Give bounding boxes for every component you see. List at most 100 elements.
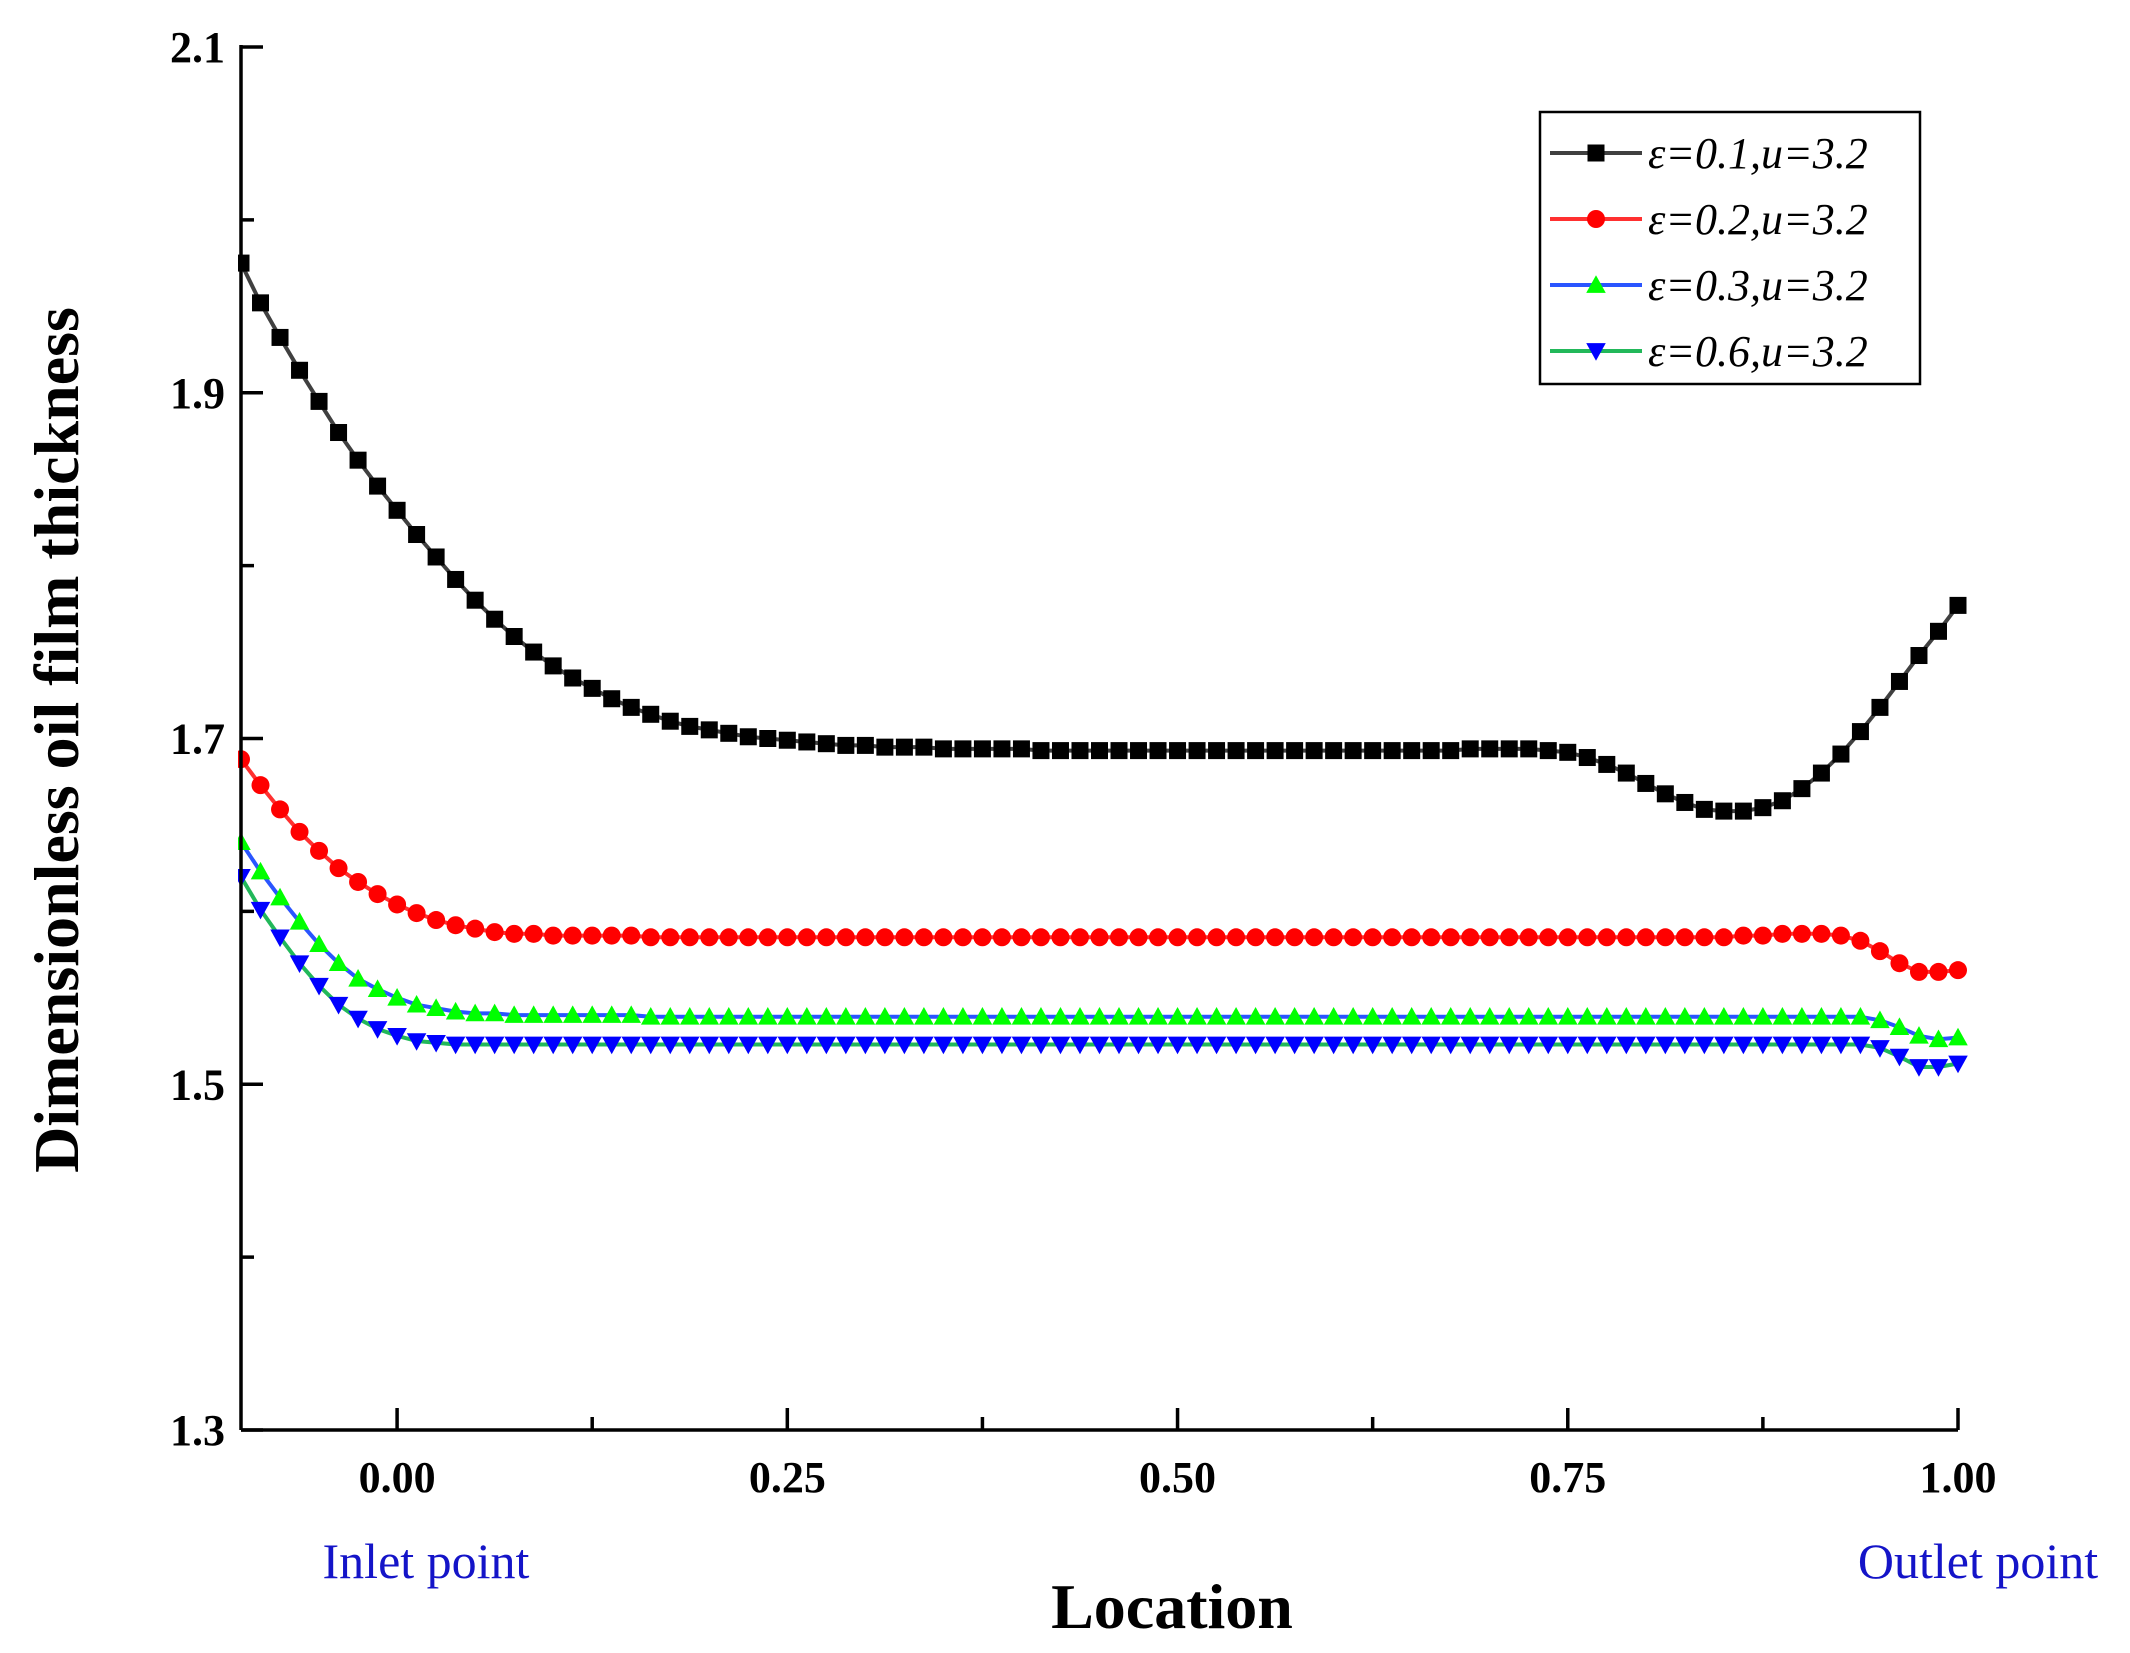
- data-point: [1421, 1036, 1441, 1055]
- data-point: [1520, 740, 1538, 758]
- data-point: [1714, 1007, 1734, 1025]
- data-point: [1889, 1017, 1910, 1036]
- data-point: [1148, 1007, 1168, 1025]
- data-point: [1188, 742, 1206, 760]
- data-point: [1656, 785, 1674, 803]
- data-point: [562, 1036, 583, 1055]
- data-point: [426, 1034, 446, 1053]
- data-point: [699, 1007, 720, 1025]
- y-axis-title: Dimensionless oil film thickness: [21, 307, 92, 1173]
- data-point: [758, 928, 777, 947]
- inlet-point-annotation: Inlet point: [323, 1533, 530, 1589]
- data-point: [816, 1007, 837, 1025]
- data-point: [1187, 1007, 1207, 1025]
- data-point: [816, 1036, 837, 1055]
- data-point: [953, 928, 972, 947]
- data-point: [1363, 928, 1382, 947]
- data-point: [1753, 1036, 1773, 1055]
- data-point: [933, 1007, 954, 1025]
- data-point: [1070, 928, 1089, 947]
- data-point: [1401, 1007, 1422, 1025]
- data-point: [1910, 647, 1928, 665]
- data-point: [1286, 742, 1304, 760]
- data-point: [777, 1007, 798, 1025]
- data-point: [700, 928, 719, 947]
- data-point: [1949, 961, 1967, 980]
- series-layer: [238, 254, 1968, 1077]
- data-point: [1304, 1007, 1324, 1025]
- data-point: [856, 928, 875, 947]
- data-point: [1362, 1036, 1383, 1055]
- data-point: [914, 928, 933, 947]
- data-point: [1655, 1036, 1676, 1055]
- data-point: [1325, 742, 1343, 760]
- data-point: [836, 928, 855, 947]
- data-point: [1169, 742, 1187, 760]
- outlet-point-annotation: Outlet point: [1858, 1533, 2098, 1589]
- data-point: [1032, 742, 1050, 760]
- data-point: [1422, 928, 1441, 947]
- data-point: [1090, 928, 1109, 947]
- data-point: [1636, 928, 1655, 947]
- data-point: [992, 1007, 1012, 1025]
- data-point: [1851, 931, 1870, 950]
- data-point: [1343, 1007, 1363, 1025]
- data-point: [270, 929, 290, 948]
- data-point: [1929, 622, 1947, 640]
- data-point: [622, 926, 641, 945]
- data-point: [778, 928, 797, 947]
- data-point: [1831, 1007, 1851, 1025]
- y-tick-label: 2.1: [170, 23, 225, 72]
- data-point: [895, 928, 914, 947]
- data-point: [1089, 1036, 1110, 1055]
- data-point: [661, 712, 679, 730]
- data-point: [1266, 742, 1284, 760]
- data-point: [1109, 1036, 1129, 1055]
- data-point: [621, 1036, 642, 1055]
- data-point: [1597, 928, 1616, 947]
- data-point: [309, 934, 329, 953]
- data-point: [1168, 928, 1187, 947]
- data-point: [1265, 1007, 1285, 1025]
- data-point: [1208, 742, 1226, 760]
- data-point: [1832, 745, 1850, 763]
- data-point: [1206, 1036, 1227, 1055]
- data-point: [972, 1007, 993, 1025]
- data-point: [1928, 1059, 1949, 1077]
- data-point: [954, 740, 972, 758]
- data-point: [426, 998, 446, 1017]
- data-point: [1792, 924, 1811, 943]
- data-point: [758, 1036, 778, 1055]
- data-point: [329, 859, 348, 878]
- data-point: [738, 1036, 759, 1055]
- data-point: [972, 1036, 993, 1055]
- data-point: [505, 628, 523, 646]
- data-point: [992, 1036, 1012, 1055]
- data-point: [465, 1036, 485, 1055]
- data-point: [289, 911, 310, 930]
- data-point: [1519, 928, 1538, 947]
- axes: 1.3 1.5 1.7 1.9 2.1 0.00 0.25 0.50 0.75 1.00: [170, 23, 1997, 1502]
- data-point: [1557, 1036, 1578, 1055]
- data-point: [250, 901, 271, 920]
- data-point: [583, 679, 601, 697]
- data-point: [1167, 1036, 1188, 1055]
- data-point: [1695, 800, 1713, 818]
- data-point: [934, 740, 952, 758]
- data-point: [1344, 742, 1362, 760]
- data-point: [875, 1036, 895, 1055]
- data-point: [953, 1007, 973, 1025]
- data-point: [797, 1007, 817, 1025]
- data-point: [1734, 802, 1752, 820]
- data-point: [1383, 928, 1402, 947]
- data-point: [1461, 928, 1480, 947]
- data-point: [1597, 1007, 1617, 1025]
- data-point: [1695, 928, 1714, 947]
- data-point: [1538, 1036, 1559, 1055]
- data-point: [1441, 928, 1460, 947]
- data-point: [270, 887, 290, 906]
- data-point: [719, 928, 738, 947]
- legend-entry: ε=0.6,u=3.2: [1550, 327, 1868, 376]
- data-point: [271, 800, 290, 819]
- data-point: [466, 919, 485, 938]
